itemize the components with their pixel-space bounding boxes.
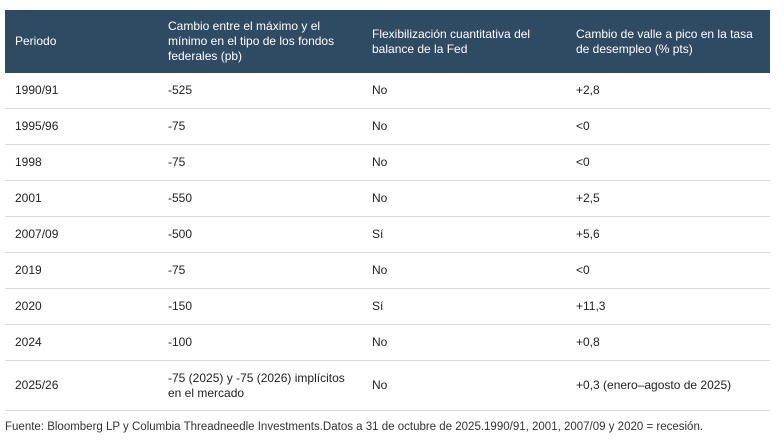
table-row: 1990/91 -525 No +2,8: [5, 73, 770, 109]
table-cell: 2019: [5, 252, 158, 289]
table-cell: Sí: [362, 288, 566, 325]
table-cell: +2,8: [566, 73, 770, 109]
table-cell: -500: [158, 216, 362, 253]
table-row: 2001 -550 No +2,5: [5, 180, 770, 217]
table-cell: -75: [158, 252, 362, 289]
table-cell: Sí: [362, 216, 566, 253]
table-cell: -75 (2025) y -75 (2026) implícitos en el…: [158, 360, 362, 411]
header-cell: Cambio entre el máximo y el mínimo en el…: [158, 10, 362, 73]
table-cell: 1995/96: [5, 108, 158, 145]
footnote: Fuente: Bloomberg LP y Columbia Threadne…: [5, 421, 704, 433]
table-cell: No: [362, 252, 566, 289]
table-cell: No: [362, 108, 566, 145]
table-cell: No: [362, 180, 566, 217]
table-cell: 1990/91: [5, 73, 158, 109]
table-cell: +0,8: [566, 324, 770, 361]
table-cell: -75: [158, 108, 362, 145]
table-cell: -100: [158, 324, 362, 361]
table-cell: 2007/09: [5, 216, 158, 253]
table-cell: No: [362, 360, 566, 411]
table-cell: No: [362, 144, 566, 181]
data-table: Periodo Cambio entre el máximo y el mínim…: [5, 10, 770, 411]
table-cell: -75: [158, 144, 362, 181]
table-cell: +11,3: [566, 288, 770, 325]
table-row: 2007/09 -500 Sí +5,6: [5, 216, 770, 253]
table-cell: No: [362, 324, 566, 361]
table-cell: -525: [158, 73, 362, 109]
table-cell: <0: [566, 108, 770, 145]
table-cell: 2001: [5, 180, 158, 217]
table-cell: 2020: [5, 288, 158, 325]
table-row: 1995/96 -75 No <0: [5, 108, 770, 145]
table-cell: -150: [158, 288, 362, 325]
table-cell: <0: [566, 252, 770, 289]
table-cell: +5,6: [566, 216, 770, 253]
table-cell: +2,5: [566, 180, 770, 217]
table-cell: No: [362, 73, 566, 109]
table-cell: 2024: [5, 324, 158, 361]
table-row: 2025/26 -75 (2025) y -75 (2026) implícito…: [5, 360, 770, 411]
table-cell: 1998: [5, 144, 158, 181]
table-row: 2020 -150 Sí +11,3: [5, 288, 770, 325]
table-row: 1998 -75 No <0: [5, 144, 770, 181]
header-row: Periodo Cambio entre el máximo y el mínim…: [5, 10, 770, 73]
table-cell: +0,3 (enero–agosto de 2025): [566, 360, 770, 411]
header-cell: Periodo: [5, 10, 158, 73]
table-body: 1990/91 -525 No +2,8 1995/96 -75 No <0 1998 -75 No…: [5, 73, 770, 411]
table-cell: <0: [566, 144, 770, 181]
table-row: 2024 -100 No +0,8: [5, 324, 770, 361]
header-cell: Cambio de valle a pico en la tasa de des…: [566, 10, 770, 73]
header-cell: Flexibilización cuantitativa del balance…: [362, 10, 566, 73]
table-cell: 2025/26: [5, 360, 158, 411]
table-cell: -550: [158, 180, 362, 217]
table-row: 2019 -75 No <0: [5, 252, 770, 289]
